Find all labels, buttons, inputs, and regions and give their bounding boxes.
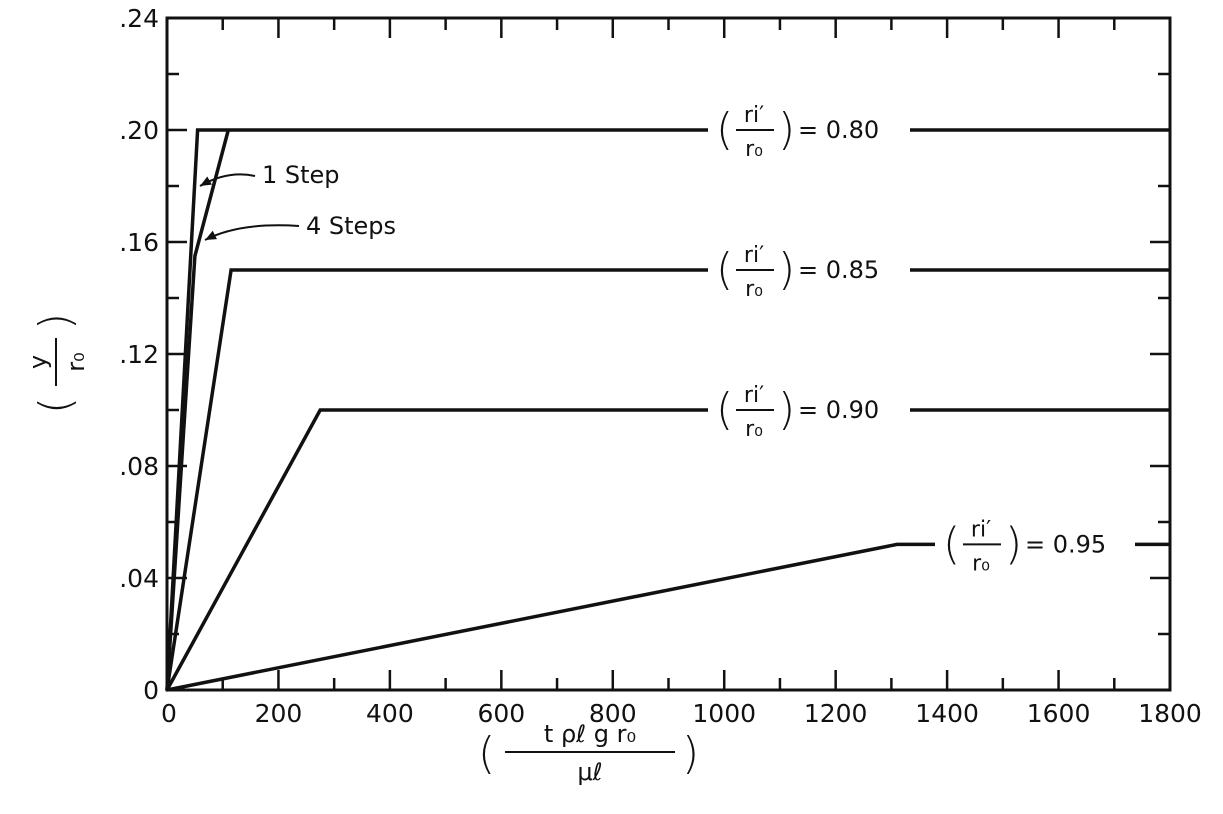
ratio-numerator: ri′	[744, 243, 764, 268]
y-axis-label: ( y r₀)	[24, 313, 90, 414]
x-label-left-paren: (	[478, 728, 495, 779]
ratio-denominator: r₀	[745, 417, 763, 442]
ratio-value: = 0.85	[798, 256, 879, 284]
ratio-value: = 0.90	[798, 396, 879, 424]
left-paren: (	[716, 104, 733, 155]
axis-labels: ( t ρℓ g r₀ μℓ) ( y r₀)	[24, 313, 699, 786]
x-tick-label: 800	[589, 699, 637, 728]
x-tick-label: 600	[477, 699, 525, 728]
right-paren: )	[778, 384, 795, 435]
ratio-denominator: r₀	[745, 277, 763, 302]
annotation-text: 1 Step	[262, 161, 340, 189]
y-tick-label: .12	[119, 340, 159, 369]
axis-ticks: 0 200 400 600 800 1000 1200 1400 1600 1800 0 .04 .08…	[119, 4, 1202, 728]
y-tick-label: 0	[143, 676, 159, 705]
right-paren: )	[778, 244, 795, 295]
left-paren: (	[943, 518, 960, 569]
ratio-value: = 0.80	[798, 116, 879, 144]
y-label-denominator: r₀	[62, 352, 90, 372]
ratio-value: = 0.95	[1025, 530, 1106, 558]
y-label-numerator: y	[24, 355, 52, 369]
curve-labels: (ri′r₀) = 0.80(ri′r₀) = 0.85(ri′r₀) = 0.90(…	[708, 90, 1135, 585]
x-tick-label: 1800	[1138, 699, 1202, 728]
arrowhead	[205, 230, 217, 240]
ratio-numerator: ri′	[744, 103, 764, 128]
x-label-denominator: μℓ	[577, 758, 602, 786]
curve-label-0: ( ri′ r₀) = 0.80	[708, 90, 910, 170]
series-line-2	[165, 268, 1170, 691]
ratio-numerator: ri′	[744, 383, 764, 408]
y-tick-label: .20	[119, 116, 159, 145]
y-tick-label: .24	[119, 4, 159, 33]
annotation-text: 4 Steps	[306, 212, 396, 240]
right-paren: )	[778, 104, 795, 155]
y-label-left-paren: (	[30, 397, 81, 414]
ratio-numerator: ri′	[971, 517, 991, 542]
x-tick-label: 200	[255, 699, 303, 728]
left-paren: (	[716, 384, 733, 435]
x-tick-label: 1600	[1027, 699, 1091, 728]
left-paren: (	[716, 244, 733, 295]
arrowhead	[200, 176, 212, 186]
curve-label-3: ( ri′ r₀) = 0.95	[935, 504, 1135, 585]
y-tick-label: .04	[119, 564, 159, 593]
annotations: 1 Step 4 Steps	[199, 161, 396, 241]
x-axis-label: ( t ρℓ g r₀ μℓ)	[478, 720, 699, 786]
x-tick-label: 1200	[804, 699, 868, 728]
x-label-numerator: t ρℓ g r₀	[544, 720, 636, 748]
annotation-1: 4 Steps	[204, 212, 396, 241]
x-tick-label: 1000	[692, 699, 756, 728]
curve-label-2: ( ri′ r₀) = 0.90	[708, 370, 910, 450]
y-label-right-paren: )	[30, 313, 81, 330]
annotation-arrow	[204, 224, 300, 241]
x-tick-label: 400	[366, 699, 414, 728]
series-line-1	[165, 129, 230, 691]
x-tick-label: 1400	[915, 699, 979, 728]
curve-label-1: ( ri′ r₀) = 0.85	[708, 230, 910, 310]
right-paren: )	[1005, 518, 1022, 569]
x-label-right-paren: )	[682, 728, 699, 779]
y-tick-label: .08	[119, 452, 159, 481]
y-tick-label: .16	[119, 228, 159, 257]
annotation-0: 1 Step	[199, 161, 340, 189]
ratio-denominator: r₀	[745, 137, 763, 162]
x-tick-label: 0	[161, 699, 177, 728]
ratio-denominator: r₀	[972, 551, 990, 576]
